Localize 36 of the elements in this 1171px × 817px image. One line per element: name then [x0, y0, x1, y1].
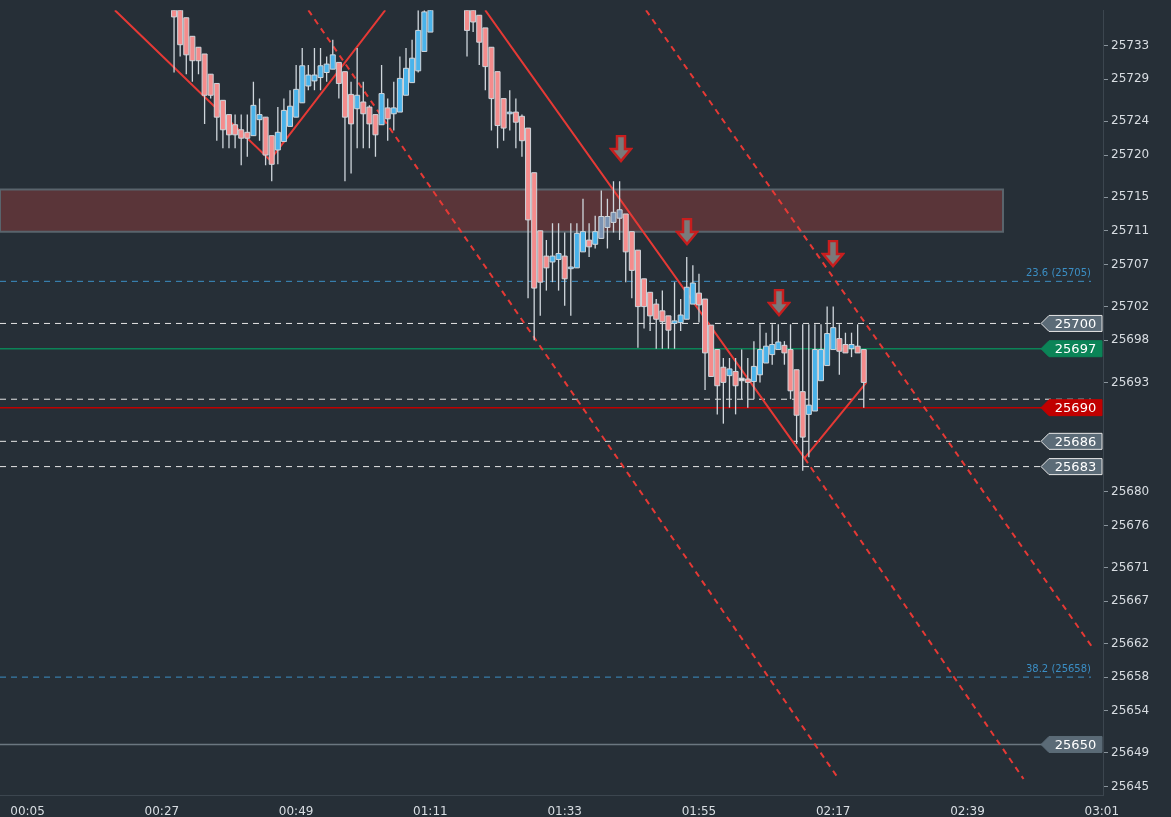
y-tick-label: 25720: [1111, 147, 1150, 162]
y-tick-label: 25671: [1111, 559, 1150, 574]
ref-line-label: 25700: [1054, 315, 1097, 331]
ref-line-label: 25683: [1054, 458, 1097, 474]
y-tick-label: 25707: [1111, 256, 1150, 271]
y-tick-label: 25724: [1111, 113, 1150, 128]
x-tick-label: 02:17: [815, 804, 851, 817]
y-tick-label: 25698: [1111, 332, 1150, 347]
ref-line-label: 23.6 (25705): [1025, 266, 1092, 278]
ref-line-label: 25690: [1054, 400, 1097, 416]
y-tick-label: 25654: [1111, 702, 1150, 717]
x-tick-label: 02:39: [950, 804, 985, 817]
y-tick-label: 25645: [1111, 778, 1150, 793]
ref-line-label: 25650: [1054, 736, 1097, 752]
y-tick-label: 25702: [1111, 298, 1150, 313]
x-tick-label: 00:49: [278, 804, 314, 817]
x-tick-label: 00:27: [144, 804, 180, 817]
ref-line-label: 25697: [1054, 341, 1097, 357]
y-tick-label: 25658: [1111, 669, 1150, 684]
y-tick-label: 25662: [1111, 635, 1150, 650]
ref-line-label: 25686: [1054, 433, 1097, 449]
y-tick-label: 25667: [1111, 593, 1150, 608]
x-tick-label: 03:01: [1084, 804, 1120, 817]
y-tick-label: 25733: [1111, 37, 1150, 52]
y-tick-label: 25680: [1111, 483, 1150, 498]
x-tick-label: 00:05: [10, 804, 45, 817]
y-tick-label: 25715: [1111, 189, 1150, 204]
y-tick-label: 25729: [1111, 71, 1150, 86]
ref-line-label: 38.2 (25658): [1025, 662, 1092, 674]
y-tick-label: 25649: [1111, 745, 1150, 760]
x-tick-label: 01:55: [681, 804, 717, 817]
y-tick-label: 25711: [1111, 222, 1150, 237]
x-tick-label: 01:33: [547, 804, 582, 817]
y-tick-label: 25693: [1111, 374, 1150, 389]
y-tick-label: 25676: [1111, 517, 1150, 532]
x-tick-label: 01:11: [413, 804, 448, 817]
